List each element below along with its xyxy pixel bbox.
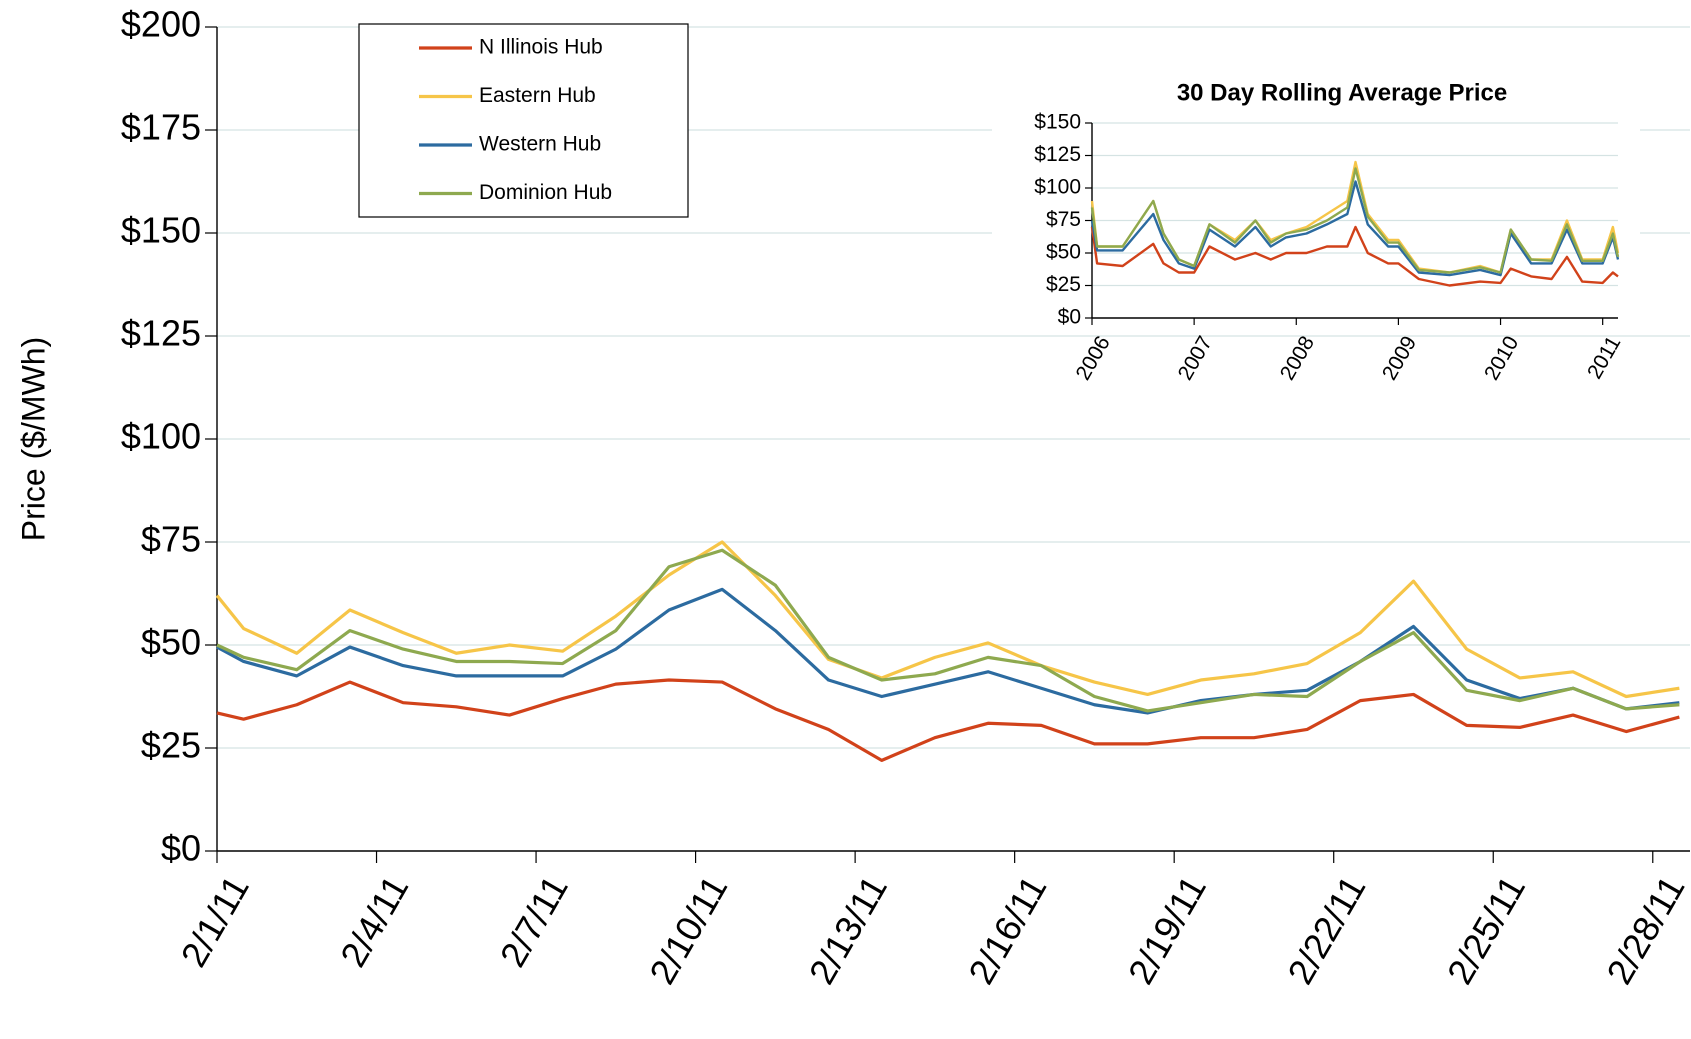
inset-background [992, 64, 1640, 334]
y-axis-label: Price ($/MWh) [15, 337, 51, 541]
y-tick-label: $75 [1046, 208, 1081, 231]
series-line [215, 540, 1680, 699]
y-tick-label: $100 [121, 416, 201, 457]
y-tick-label: $175 [121, 107, 201, 148]
y-tick-label: $75 [141, 519, 201, 560]
legend-box [358, 23, 689, 218]
y-tick-label: $50 [1046, 241, 1081, 264]
y-tick-label: $25 [141, 725, 201, 766]
series-line [216, 678, 1680, 762]
y-tick-label: $150 [121, 210, 201, 251]
y-tick-label: $125 [1034, 143, 1081, 166]
series-line [216, 548, 1680, 713]
legend-label: Western Hub [479, 133, 601, 156]
legend-label: N Illinois Hub [479, 36, 603, 59]
legend-label: Dominion Hub [479, 181, 612, 204]
chart-title: 30 Day Rolling Average Price [1177, 79, 1507, 106]
y-tick-label: $150 [1034, 111, 1081, 134]
series-line [1090, 225, 1619, 287]
series-line [1090, 167, 1620, 274]
y-tick-label: $0 [161, 828, 201, 869]
y-tick-label: $50 [141, 622, 201, 663]
y-tick-label: $100 [1034, 176, 1081, 199]
series-line [1090, 180, 1620, 277]
legend: N Illinois Hub Eastern Hub Western Hub Domi… [358, 23, 689, 218]
series-line [216, 587, 1680, 715]
y-tick-label: $200 [121, 4, 201, 45]
y-tick-label: $0 [1058, 306, 1081, 329]
legend-label: Eastern Hub [479, 84, 596, 107]
y-tick-label: $125 [121, 313, 201, 354]
y-tick-label: $25 [1046, 273, 1081, 296]
chart-panel: 30 Day Rolling Average Price $0 $25 $50 $75 $… [992, 64, 1640, 384]
